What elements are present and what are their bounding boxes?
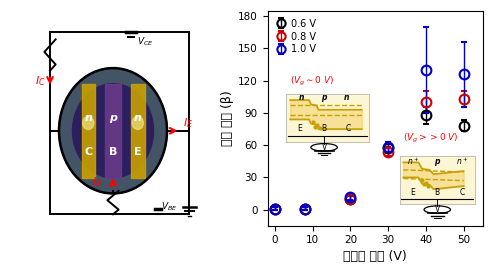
Text: V: V xyxy=(434,205,440,214)
Circle shape xyxy=(132,116,143,129)
Text: C: C xyxy=(346,124,351,133)
Polygon shape xyxy=(286,94,370,142)
Text: $n^+$: $n^+$ xyxy=(456,155,468,167)
Text: B: B xyxy=(322,124,326,133)
Circle shape xyxy=(59,68,167,193)
Text: $V_{BE}$: $V_{BE}$ xyxy=(162,200,178,213)
Text: C: C xyxy=(84,147,92,157)
Bar xyxy=(131,84,144,178)
Text: E: E xyxy=(134,147,141,157)
Text: $I_C$: $I_C$ xyxy=(34,74,45,88)
Text: p: p xyxy=(434,157,440,166)
Text: $V_{CE}$: $V_{CE}$ xyxy=(136,35,153,48)
Circle shape xyxy=(82,116,94,129)
Text: V: V xyxy=(322,143,326,152)
Bar xyxy=(82,84,95,178)
Text: C: C xyxy=(459,188,464,197)
Text: E: E xyxy=(297,124,302,133)
Text: p: p xyxy=(109,113,117,123)
Text: $(V_g >> 0\ V)$: $(V_g >> 0\ V)$ xyxy=(404,132,459,145)
Text: n: n xyxy=(299,93,304,102)
Polygon shape xyxy=(400,156,475,204)
Text: n: n xyxy=(84,113,92,123)
Text: n: n xyxy=(344,93,350,102)
Circle shape xyxy=(72,84,154,178)
Text: E: E xyxy=(410,188,415,197)
Text: $n^+$: $n^+$ xyxy=(406,155,419,167)
Bar xyxy=(105,84,121,178)
Text: n: n xyxy=(134,113,141,123)
Y-axis label: 전류 게인 (β): 전류 게인 (β) xyxy=(221,91,234,146)
X-axis label: 게이트 전압 (V): 게이트 전압 (V) xyxy=(343,250,407,263)
Text: $I_E$: $I_E$ xyxy=(182,116,193,130)
Legend: 0.6 V, 0.8 V, 1.0 V: 0.6 V, 0.8 V, 1.0 V xyxy=(272,16,319,57)
Text: B: B xyxy=(434,188,440,197)
Text: B: B xyxy=(109,147,117,157)
Circle shape xyxy=(59,68,167,193)
Text: p: p xyxy=(322,93,327,102)
Text: $(V_g \sim 0\ V)$: $(V_g \sim 0\ V)$ xyxy=(290,75,335,88)
Text: $I_B$: $I_B$ xyxy=(92,175,102,188)
